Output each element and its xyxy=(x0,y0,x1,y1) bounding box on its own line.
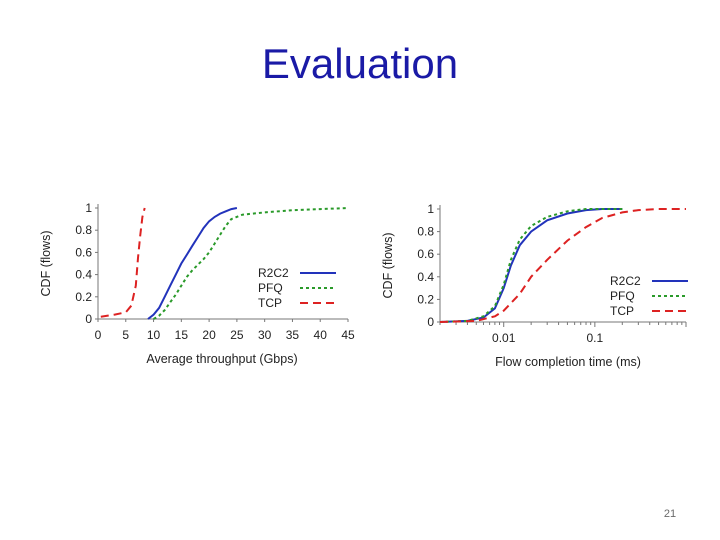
left-chart-legend-label: R2C2 xyxy=(258,266,289,280)
right-chart-x-axis-label: Flow completion time (ms) xyxy=(495,355,641,369)
right-chart-legend-label: R2C2 xyxy=(610,274,641,288)
right-chart-legend-label: PFQ xyxy=(610,289,635,303)
left-chart-x-tick-label: 0 xyxy=(95,328,102,342)
left-chart-x-tick-label: 10 xyxy=(147,328,161,342)
left-chart-legend-label: TCP xyxy=(258,296,282,310)
left-chart-y-tick-label: 1 xyxy=(85,201,92,215)
left-chart-y-tick-label: 0.6 xyxy=(75,245,92,259)
right-chart-y-tick-label: 0.2 xyxy=(417,292,434,306)
left-chart-x-tick-label: 30 xyxy=(258,328,272,342)
right-chart-y-tick-label: 1 xyxy=(427,202,434,216)
left-chart-x-tick-label: 15 xyxy=(175,328,189,342)
left-chart-series-r2c2-line xyxy=(147,207,238,320)
left-chart-x-tick-label: 5 xyxy=(122,328,129,342)
left-chart-y-tick-label: 0.4 xyxy=(75,268,92,282)
right-chart-y-tick-label: 0.8 xyxy=(417,225,434,239)
left-chart-legend-label: PFQ xyxy=(258,281,283,295)
right-chart-series-pfq-line xyxy=(439,208,623,323)
left-chart-series-tcp-line xyxy=(100,207,146,318)
right-chart-legend-label: TCP xyxy=(610,304,634,318)
right-chart-x-tick-label: 0.01 xyxy=(492,331,516,345)
left-chart-x-tick-label: 35 xyxy=(286,328,300,342)
fct-cdf-chart: 0 0.2 0.4 0.6 0.8 1 0.01 0.1 Flow completion tim… xyxy=(381,202,688,369)
left-chart-y-tick-label: 0.2 xyxy=(75,290,92,304)
right-chart-y-axis-label: CDF (flows) xyxy=(381,233,395,299)
right-chart-y-tick-label: 0 xyxy=(427,315,434,329)
page-number: 21 xyxy=(663,508,677,520)
right-chart-y-tick-label: 0.4 xyxy=(417,270,434,284)
left-chart-y-tick-label: 0.8 xyxy=(75,223,92,237)
left-chart-y-tick-label: 0 xyxy=(85,312,92,326)
left-chart-x-tick-label: 45 xyxy=(341,328,355,342)
throughput-cdf-chart: 00.20.40.60.810 5 10 15 20 25 30 35 40 45Average … xyxy=(39,201,355,366)
slide-title: Evaluation xyxy=(261,40,459,87)
left-chart-x-axis-label: Average throughput (Gbps) xyxy=(146,352,297,366)
right-chart-series-tcp-line xyxy=(439,208,686,323)
left-chart-x-tick-label: 20 xyxy=(202,328,216,342)
left-chart-x-tick-label: 25 xyxy=(230,328,244,342)
right-chart-series-r2c2-line xyxy=(439,208,623,323)
left-chart-y-axis-label: CDF (flows) xyxy=(39,231,53,297)
left-chart-x-tick-label: 40 xyxy=(314,328,328,342)
right-chart-y-tick-label: 0.6 xyxy=(417,247,434,261)
right-chart-x-tick-label: 0.1 xyxy=(587,331,604,345)
left-chart-series-pfq-line xyxy=(153,207,349,320)
